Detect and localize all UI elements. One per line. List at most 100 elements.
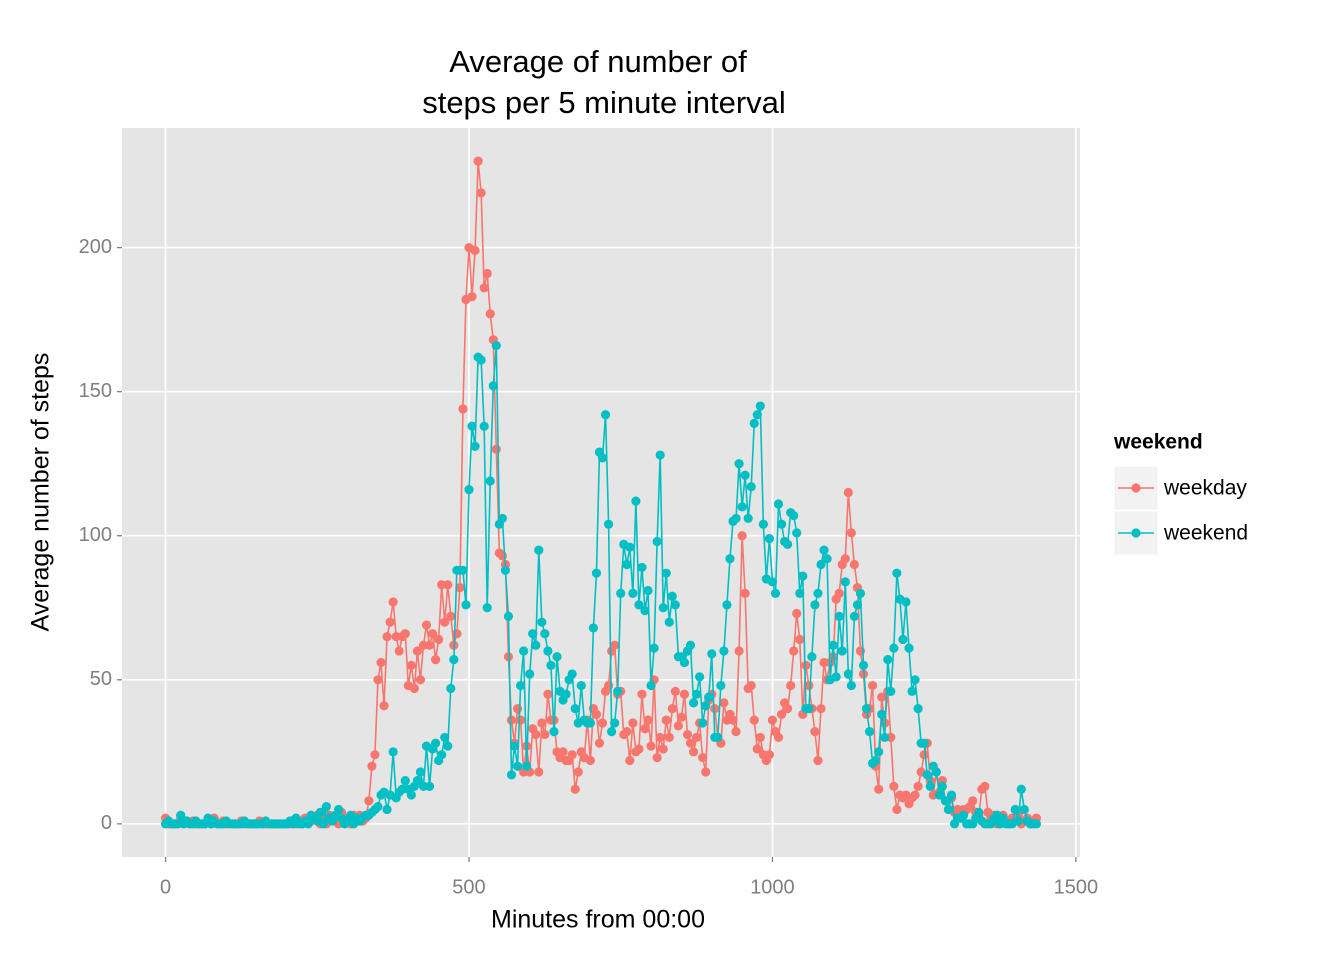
data-point [810,727,820,737]
data-point [655,732,665,743]
data-point [424,781,435,792]
data-point [488,381,498,391]
data-point [746,680,756,691]
data-point [643,715,653,725]
data-point [804,704,814,714]
data-point [685,738,696,748]
data-point [910,675,920,685]
data-point [546,660,556,670]
data-point [625,755,635,766]
data-point [482,268,492,279]
data-point [537,617,547,627]
data-point [877,692,887,702]
data-point [567,669,577,679]
data-point [670,686,680,696]
data-point [412,646,423,656]
legend-title: weekend [1113,431,1203,454]
data-point [773,499,784,509]
data-point [740,470,750,480]
data-point [843,669,853,679]
data-point [670,600,680,610]
data-point [440,732,450,743]
data-point [852,600,863,610]
data-point [373,675,383,685]
data-point [400,629,410,639]
data-point [892,804,902,815]
data-point [631,496,641,506]
data-point [655,450,665,460]
data-point [837,646,847,656]
data-point [570,784,580,794]
data-point [822,554,832,564]
data-point [446,683,456,694]
data-point [676,712,687,722]
data-point [637,562,647,573]
data-point [482,603,492,613]
data-point [858,660,869,670]
data-point [376,657,386,668]
data-point [531,729,541,740]
data-point [755,732,765,743]
data-layer [160,156,1042,829]
data-point [367,761,377,771]
data-point [758,519,768,529]
data-point [828,640,838,650]
data-point [446,611,456,622]
data-point [731,727,741,737]
data-point [461,600,471,610]
data-point [816,559,826,570]
x-tick-label: 0 [160,876,171,898]
data-point [695,672,705,682]
data-point [364,796,374,806]
data-point [476,188,486,198]
data-point [597,718,608,728]
data-point [783,539,793,549]
data-point [792,608,802,619]
data-point [561,689,571,699]
data-point [910,790,920,800]
data-point [919,750,929,760]
data-point [734,646,744,656]
y-tick-label: 100 [79,524,112,546]
data-point [552,652,562,662]
data-point [400,776,410,786]
data-point [840,577,850,587]
data-point [974,807,984,817]
data-point [176,810,186,820]
data-point [640,724,650,734]
data-point [725,554,735,564]
data-point [388,747,398,757]
data-point [543,646,553,656]
data-point [315,807,325,817]
data-point [479,421,489,431]
data-point [679,689,690,699]
data-point [640,606,650,616]
data-point [764,534,775,544]
data-point [776,519,787,529]
y-tick-label: 0 [101,812,112,834]
data-point [467,421,477,431]
data-point [737,531,747,541]
data-point [959,810,969,820]
data-point [783,704,793,714]
data-point [1019,804,1029,815]
legend: weekend weekday weekend [1113,431,1248,556]
data-point [968,796,978,806]
data-point [743,513,753,524]
data-point [874,747,884,757]
data-point [437,750,447,760]
data-point [792,528,802,538]
data-point [701,767,711,777]
data-point [716,680,726,691]
data-point [801,660,811,670]
data-point [937,781,947,792]
data-point [925,781,935,792]
data-point [512,704,523,714]
data-point [871,755,881,766]
data-point [415,675,426,685]
data-point [476,355,486,365]
x-tick-label: 1500 [1054,876,1099,898]
data-point [573,767,583,777]
data-point [603,680,614,691]
data-point [795,588,805,598]
